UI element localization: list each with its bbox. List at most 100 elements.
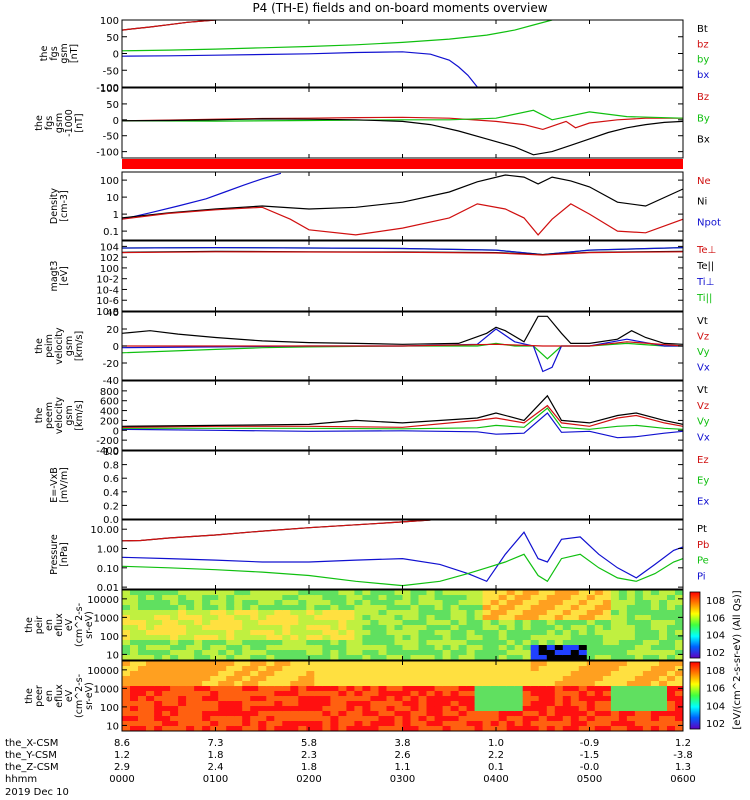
series-pressure-1 xyxy=(122,520,431,542)
ytick-label-vel-e-6: 800 xyxy=(100,387,119,398)
legend-fgs2-2: Bx xyxy=(697,135,710,146)
ytick-label-spec-e-3: 10000 xyxy=(87,666,119,677)
time-tick-4: 0400 xyxy=(483,774,508,785)
colorbar-label-1-3: 102 xyxy=(706,719,725,730)
legend-efield-0: Ez xyxy=(697,455,709,466)
time-row-value-2-4: 0.1 xyxy=(488,762,504,773)
time-tick-3: 0300 xyxy=(390,774,415,785)
ytick-label-fgs-1: -50 xyxy=(103,66,119,77)
ylabel-pressure-1: [nPa] xyxy=(59,542,70,567)
ytick-label-density-3: 100 xyxy=(100,176,119,187)
legend-vel-i-3: Vx xyxy=(697,363,710,374)
legend-density-0: Ne xyxy=(697,176,711,187)
ytick-label-efield-0: 0.0 xyxy=(103,515,119,526)
series-vel-e-1 xyxy=(122,407,683,430)
time-row-value-0-1: 7.3 xyxy=(208,738,224,749)
ylabel-spec-e-3: eflux xyxy=(54,684,65,708)
ytick-label-fgs2-3: 50 xyxy=(106,100,119,111)
ylabel-spec-i-2: en xyxy=(44,619,55,631)
colorbar-label-1-1: 106 xyxy=(706,684,725,695)
legend-pressure-0: Pt xyxy=(697,524,707,535)
ytick-label-vel-e-1: -200 xyxy=(96,436,119,447)
panel-vel-i: -40 -20 0 20 40 the peim velocity gsm [km/s] Vt Vz V… xyxy=(34,308,710,387)
series-fgs2-1 xyxy=(122,109,683,122)
time-row-value-2-5: -0.0 xyxy=(580,762,600,773)
ylabel-vel-i-2: velocity xyxy=(54,327,65,365)
ytick-label-efield-4: 0.8 xyxy=(103,461,119,472)
time-row-value-2-2: 1.8 xyxy=(301,762,317,773)
ylabel-vel-i-4: [km/s] xyxy=(74,331,85,361)
legend-vel-i-2: Vy xyxy=(697,347,710,358)
ylabel-spec-i-3: eflux xyxy=(54,613,65,637)
ylabel-fgs2-2: gsm xyxy=(54,113,65,133)
ytick-label-vel-i-3: 20 xyxy=(106,325,119,336)
panel-spec-i: 10 100 1000 10000 the peir en eflux eV (cm^2-s-sr… xyxy=(24,589,684,661)
time-row-value-1-5: -1.5 xyxy=(580,750,600,761)
time-tick-0: 0000 xyxy=(109,774,134,785)
ytick-label-fgs2-4: 100 xyxy=(100,84,119,95)
separator-band xyxy=(122,159,683,169)
colorbar: 108 106 104 102 108 106 104 102 [eV/(cm^2-s-sr-e… xyxy=(689,590,743,730)
ylabel-vel-i-3: gsm xyxy=(64,336,75,356)
series-fgs2-2 xyxy=(122,118,683,156)
series-fgs2-0 xyxy=(122,116,683,131)
time-row-value-2-6: 1.3 xyxy=(675,762,691,773)
legend-vel-e-0: Vt xyxy=(697,385,708,396)
ytick-label-fgs-0: -100 xyxy=(96,83,119,94)
time-row-value-1-2: 2.3 xyxy=(301,750,317,761)
legend-fgs2-0: Bz xyxy=(697,92,709,103)
time-row-value-0-6: 1.2 xyxy=(675,738,691,749)
ylabel-pressure-0: Pressure xyxy=(49,534,60,575)
ytick-label-pressure-3: 10.00 xyxy=(90,525,119,536)
ytick-label-spec-i-0: 10 xyxy=(106,650,119,661)
series-pressure-3 xyxy=(122,553,683,587)
legend-density-1: Ni xyxy=(697,197,707,208)
ytick-label-density-2: 10 xyxy=(106,193,119,204)
legend-vel-e-2: Vy xyxy=(697,417,710,428)
time-row-value-2-0: 2.9 xyxy=(114,762,130,773)
ylabel-spec-e-1: peer xyxy=(34,685,45,707)
ytick-label-fgs-3: 50 xyxy=(106,33,119,44)
ytick-label-efield-3: 0.6 xyxy=(103,474,119,485)
ytick-label-spec-e-0: 10 xyxy=(106,721,119,732)
legend-temp-2: Ti⊥ xyxy=(696,277,714,288)
time-tick-6: 0600 xyxy=(670,774,695,785)
ylabel-vel-e-2: velocity xyxy=(54,397,65,435)
panel-spec-e: 10 100 1000 10000 the peer en eflux eV (cm^2-s-sr… xyxy=(24,660,684,732)
ytick-label-spec-i-1: 100 xyxy=(100,632,119,643)
time-row-label-1: the_Y-CSM xyxy=(5,750,57,761)
ylabel-fgs2-3: -1000 xyxy=(64,109,75,137)
heatmap-spec-e xyxy=(122,661,683,731)
series-temp-3 xyxy=(122,251,683,256)
panel-density: 0.1 1 10 100 Density [cm-3] Ne Ni Npot xyxy=(49,171,721,241)
colorbar-label-0-3: 102 xyxy=(706,648,725,659)
time-tick-2: 0200 xyxy=(296,774,321,785)
ylabel-temp-1: [eV] xyxy=(59,266,70,286)
series-density-1 xyxy=(122,174,683,219)
ytick-label-temp-0: 10-8 xyxy=(96,307,119,318)
ytick-label-efield-1: 0.2 xyxy=(103,501,119,512)
ylabel-fgs-2: gsm xyxy=(59,43,70,63)
colorbar-strip-1 xyxy=(689,661,701,730)
series-density-2 xyxy=(122,203,683,236)
ytick-label-fgs2-2: 0 xyxy=(113,116,119,127)
series-fgs-2 xyxy=(122,20,553,52)
time-row-value-1-0: 1.2 xyxy=(114,750,130,761)
time-row-value-0-2: 5.8 xyxy=(301,738,317,749)
series-vel-i-2 xyxy=(122,341,683,347)
legend-density-2: Npot xyxy=(697,217,721,228)
colorbar-title: [eV/(cm^2-s-sr-eV) (All Qs)] xyxy=(732,590,743,729)
ylabel-density-1: [cm-3] xyxy=(59,190,70,221)
time-row-value-0-4: 1.0 xyxy=(488,738,504,749)
frame-efield xyxy=(121,450,684,520)
ylabel-spec-i-6: sr-eV) xyxy=(84,611,95,639)
ytick-label-fgs-4: 100 xyxy=(100,16,119,27)
ylabel-efield-0: E=-VxB xyxy=(49,467,60,502)
ytick-label-vel-e-2: 0 xyxy=(113,426,119,437)
legend-fgs-2: by xyxy=(697,55,709,66)
legend-vel-e-3: Vx xyxy=(697,432,710,443)
ylabel-vel-e-1: peem xyxy=(44,402,55,429)
time-row-value-1-4: 2.2 xyxy=(488,750,504,761)
frame-vel-e xyxy=(121,380,684,451)
